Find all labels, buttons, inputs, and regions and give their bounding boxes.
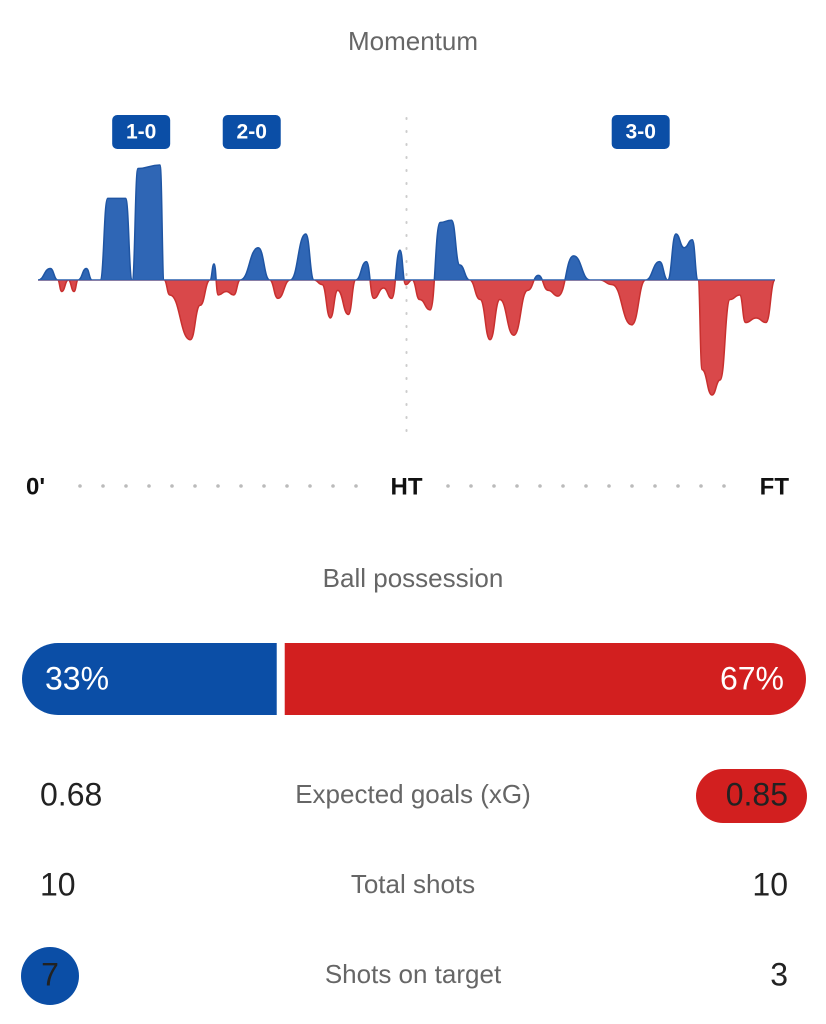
axis-dot [515,484,519,488]
axis-dot [653,484,657,488]
x-tick-label: FT [760,473,790,500]
axis-dot [308,484,312,488]
axis-dot [630,484,634,488]
goal-badge [611,115,670,149]
axis-dot [216,484,220,488]
axis-dot [170,484,174,488]
possession-home [22,643,277,715]
stat-label: Expected goals (xG) [295,779,531,809]
axis-dot [676,484,680,488]
momentum-title: Momentum [348,26,478,56]
stat-home: 7 [41,956,59,992]
possession-away-label: 67% [720,660,784,696]
stat-away: 0.85 [726,776,788,812]
axis-dot [147,484,151,488]
axis-dot [101,484,105,488]
stat-home: 0.68 [40,776,102,812]
goal-label: 3-0 [626,121,656,144]
goal-label: 2-0 [237,121,267,144]
axis-dot [285,484,289,488]
axis-dot [124,484,128,488]
axis-dot [193,484,197,488]
highlight-home [21,947,79,1005]
axis-dot [78,484,82,488]
axis-dot [262,484,266,488]
goal-label: 1-0 [126,121,156,144]
axis-dot [699,484,703,488]
axis-dot [469,484,473,488]
axis-dot [722,484,726,488]
axis-dot [561,484,565,488]
possession-home-label: 33% [45,660,109,696]
stat-label: Total shots [351,869,475,899]
possession-title: Ball possession [323,563,504,593]
x-tick-label: HT [391,473,423,500]
x-tick-label: 0' [26,473,45,500]
axis-dot [446,484,450,488]
stat-home: 10 [40,866,76,902]
stat-away: 3 [770,956,788,992]
axis-dot [492,484,496,488]
possession-away [284,643,806,715]
goal-badge [222,115,281,149]
axis-dot [607,484,611,488]
stat-away: 10 [752,866,788,902]
possession-bar [22,643,806,715]
axis-dot [584,484,588,488]
stat-label: Shots on target [325,959,502,989]
axis-dot [538,484,542,488]
highlight-away [696,769,807,823]
momentum-area-away [38,280,776,396]
axis-dot [354,484,358,488]
axis-dot [239,484,243,488]
goal-badge [112,115,171,149]
momentum-area-home [37,164,776,280]
axis-dot [331,484,335,488]
